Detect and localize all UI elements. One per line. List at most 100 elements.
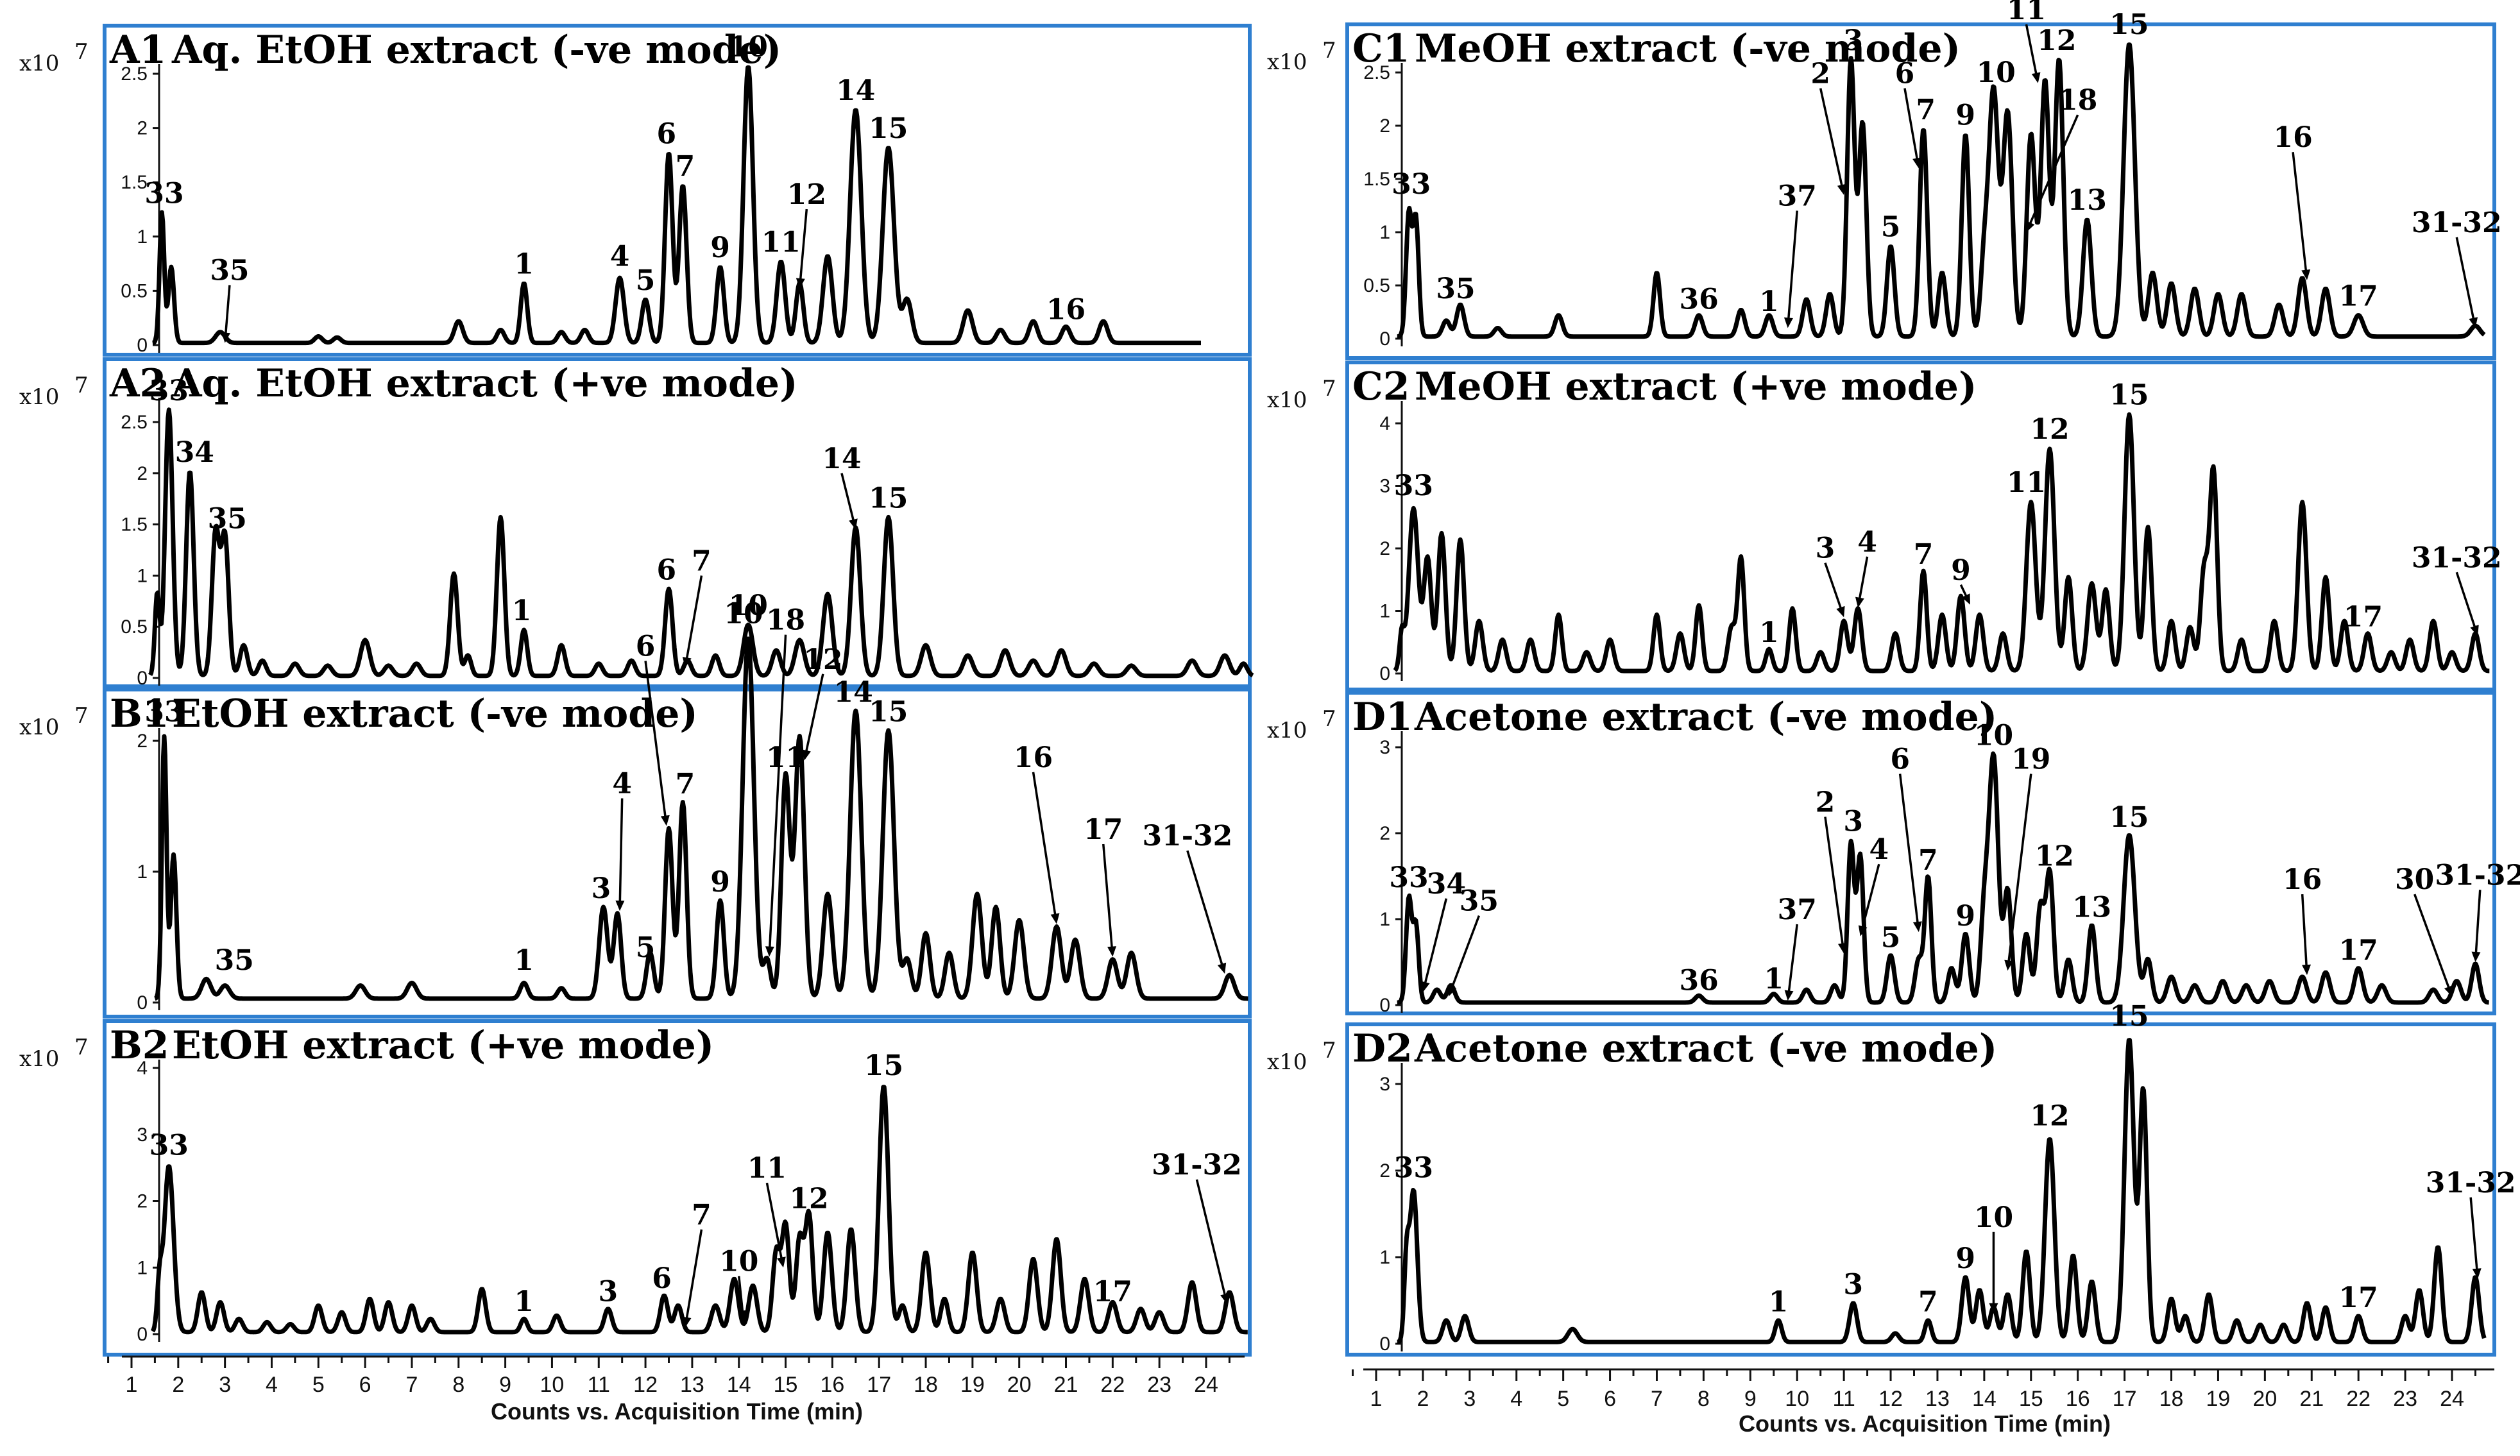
peak-arrow <box>618 798 624 909</box>
peak-label: 11 <box>2007 0 2046 26</box>
peak-arrow <box>1787 210 1798 326</box>
peak-label: 17 <box>2344 601 2383 634</box>
panel-title: MeOH extract (+ve mode) <box>1415 364 1977 409</box>
x-tick-label: 21 <box>2299 1387 2324 1411</box>
peak-label: 35 <box>215 944 254 977</box>
x-tick-label: 24 <box>2440 1387 2464 1411</box>
peak-arrowhead <box>2004 960 2014 971</box>
y-scale-label: x10 <box>1267 1049 1307 1075</box>
peak-arrow <box>684 575 703 666</box>
y-scale-label: x10 <box>19 51 59 76</box>
peak-arrowhead <box>2470 625 2479 636</box>
x-axis-title: Counts vs. Acquisition Time (min) <box>1739 1410 2111 1437</box>
y-tick-label: 3 <box>137 1124 148 1146</box>
peak-label: 11 <box>766 741 805 774</box>
peak-label: 12 <box>803 643 842 676</box>
x-tick-label: 19 <box>2206 1387 2231 1411</box>
peak-label: 6 <box>657 554 677 586</box>
peak-label: 3 <box>592 872 611 905</box>
peak-label: 9 <box>1955 99 1975 131</box>
peak-label: 13 <box>2068 184 2107 217</box>
y-scale-label: x10 <box>19 1046 59 1072</box>
peak-arrow <box>2455 571 2478 634</box>
panel-frame <box>103 1019 1252 1357</box>
peak-arrowhead <box>738 1310 747 1321</box>
y-scale-label: x10 <box>1267 387 1307 413</box>
x-tick-label: 24 <box>1194 1373 1218 1397</box>
y-tick-label: 3 <box>1379 737 1390 758</box>
y-scale-exponent: 7 <box>1322 376 1336 402</box>
peak-label: 17 <box>2339 1282 2378 1314</box>
peak-label: 3 <box>1843 1269 1863 1301</box>
peak-label: 15 <box>2109 801 2149 834</box>
y-scale-label: x10 <box>19 715 59 740</box>
peak-label: 35 <box>1460 885 1499 918</box>
y-tick-label: 0.5 <box>1363 275 1390 296</box>
panel-label: C1 <box>1352 26 1410 71</box>
peak-arrowhead <box>682 657 692 668</box>
y-tick-label: 1.5 <box>121 172 148 193</box>
peak-label: 11 <box>762 226 801 259</box>
y-tick-label: 2 <box>137 463 148 484</box>
chromatogram-trace <box>1395 751 2490 1005</box>
peak-arrow <box>1195 1179 1228 1302</box>
peak-arrowhead <box>1989 1303 1998 1314</box>
peak-label: 1 <box>514 944 534 977</box>
y-tick-label: 3 <box>1379 1074 1390 1095</box>
panel-frame <box>103 357 1252 688</box>
x-tick-label: 18 <box>2159 1387 2184 1411</box>
peak-label: 17 <box>2339 280 2378 313</box>
peak-label: 33 <box>149 375 189 407</box>
peak-label: 31-32 <box>2412 207 2502 239</box>
y-scale-label: x10 <box>1267 49 1307 75</box>
peak-label: 7 <box>1918 844 1938 877</box>
peak-label: 10 <box>729 589 768 622</box>
peak-arrow <box>1448 915 1481 995</box>
y-tick-label: 4 <box>1379 413 1390 434</box>
panel-a1: 0 0.5 1 1.5 2 2.5A1 Aq. EtOH extract (-ve mode… <box>103 24 1252 357</box>
peak-label: 14 <box>834 676 873 709</box>
peak-label: 5 <box>636 264 656 297</box>
peak-arrow <box>1102 843 1114 954</box>
peak-label: 17 <box>1093 1276 1132 1308</box>
y-tick-label: 1 <box>1379 601 1390 622</box>
y-tick-label: 2 <box>137 1191 148 1212</box>
peak-label: 33 <box>149 1129 189 1162</box>
peak-arrowhead <box>682 1316 692 1328</box>
peak-label: 35 <box>1436 273 1475 305</box>
peak-arrowhead <box>2302 964 2311 976</box>
x-tick-label: 8 <box>452 1373 464 1397</box>
x-tick-label: 18 <box>914 1373 938 1397</box>
panel-title: EtOH extract (+ve mode) <box>172 1023 714 1068</box>
peak-arrowhead <box>2444 985 2453 997</box>
peak-label: 3 <box>1816 532 1835 565</box>
y-tick-label: 2.5 <box>1363 62 1390 83</box>
peak-label: 34 <box>175 436 214 469</box>
panel-title: MeOH extract (-ve mode) <box>1415 26 1961 71</box>
panel-title: Acetone extract (-ve mode) <box>1414 1026 1997 1071</box>
peak-arrow <box>1824 817 1845 951</box>
peak-arrowhead <box>765 946 774 957</box>
peak-label: 10 <box>724 598 763 631</box>
peak-arrowhead <box>2301 269 2311 280</box>
peak-arrow <box>2455 237 2476 326</box>
peak-label: 17 <box>1084 813 1123 846</box>
peak-arrowhead <box>2031 72 2041 83</box>
x-tick-label: 16 <box>820 1373 844 1397</box>
x-tick-label: 23 <box>2393 1387 2417 1411</box>
x-axis-title: Counts vs. Acquisition Time (min) <box>491 1398 863 1425</box>
panel-title: Aq. EtOH extract (-ve mode) <box>171 28 781 72</box>
peak-label: 5 <box>1881 211 1901 244</box>
peak-arrowhead <box>2472 1268 2482 1279</box>
peak-label: 10 <box>729 31 768 63</box>
peak-arrow <box>803 673 824 759</box>
y-tick-label: 0 <box>1379 1333 1390 1355</box>
peak-arrowhead <box>2469 317 2478 328</box>
y-tick-label: 2.5 <box>121 63 148 85</box>
peak-label: 37 <box>1778 180 1817 213</box>
panel-title: EtOH extract (-ve mode) <box>172 691 698 736</box>
peak-arrowhead <box>1838 942 1847 954</box>
panel-title: Acetone extract (-ve mode) <box>1414 695 1997 740</box>
peak-arrowhead <box>1784 317 1793 328</box>
